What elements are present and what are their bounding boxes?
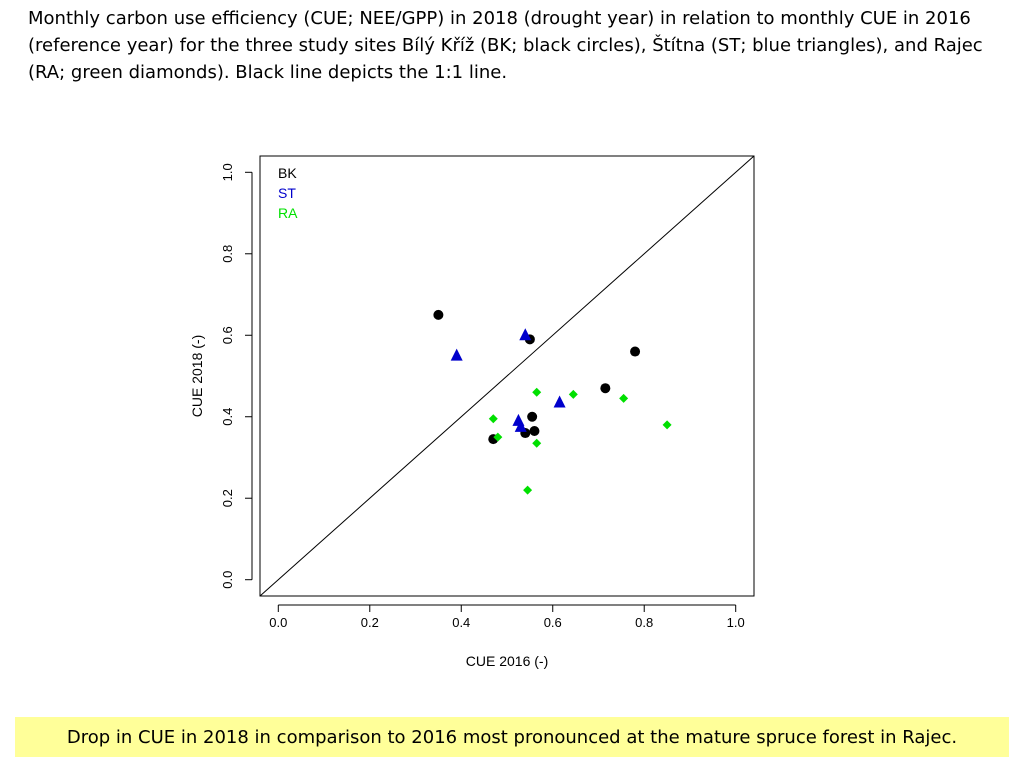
scatter-chart: 0.0 0.2 0.4 0.6 0.8 1.0 0.0 0.2 0.4 0.6 0.8 1.0 BK S… (189, 155, 755, 669)
data-point-ra (568, 389, 578, 399)
footer-note-box: Drop in CUE in 2018 in comparison to 201… (15, 717, 1009, 757)
x-tick-label: 0.0 (269, 615, 287, 630)
data-point-bk (527, 411, 538, 422)
data-point-bk (600, 383, 611, 394)
legend-entry-bk: BK (278, 165, 297, 181)
data-point-bk (529, 426, 540, 436)
series-st (450, 328, 566, 432)
series-bk (433, 309, 641, 445)
x-tick-label: 0.6 (544, 615, 562, 630)
x-tick-label: 0.4 (452, 615, 470, 630)
data-point-st (450, 348, 463, 361)
figure-caption: Monthly carbon use efficiency (CUE; NEE/… (28, 8, 983, 83)
data-point-ra (532, 387, 542, 397)
one-to-one-line (259, 155, 755, 597)
data-point-st (553, 395, 566, 408)
plot-frame (259, 155, 755, 597)
y-axis-label: CUE 2018 (-) (189, 335, 205, 417)
data-point-st (514, 419, 527, 432)
x-tick-label: 0.2 (361, 615, 379, 630)
data-point-ra (488, 414, 498, 424)
y-tick-label: 1.0 (220, 163, 235, 181)
x-tick-label: 0.8 (635, 615, 653, 630)
data-point-ra (493, 432, 503, 442)
chart-svg: 0.0 0.2 0.4 0.6 0.8 1.0 0.0 0.2 0.4 0.6 0.8 1.0 BK S… (189, 155, 755, 669)
y-tick-label: 0.0 (220, 571, 235, 589)
y-tick-label: 0.6 (220, 326, 235, 344)
series-ra (488, 387, 672, 495)
legend-entry-ra: RA (278, 205, 298, 221)
x-tick-label: 1.0 (727, 615, 745, 630)
data-point-bk (630, 346, 641, 357)
y-tick-label: 0.8 (220, 245, 235, 263)
x-axis-label: CUE 2016 (-) (466, 653, 548, 669)
footer-note-text: Drop in CUE in 2018 in comparison to 201… (66, 726, 958, 748)
y-tick-label: 0.2 (220, 489, 235, 507)
data-point-ra (619, 393, 629, 403)
legend-entry-st: ST (278, 185, 296, 201)
y-tick-label: 0.4 (220, 408, 235, 426)
data-point-ra (532, 438, 542, 448)
data-point-bk (433, 309, 444, 320)
data-point-st (519, 328, 532, 341)
data-point-ra (662, 420, 672, 430)
data-point-ra (523, 485, 533, 495)
